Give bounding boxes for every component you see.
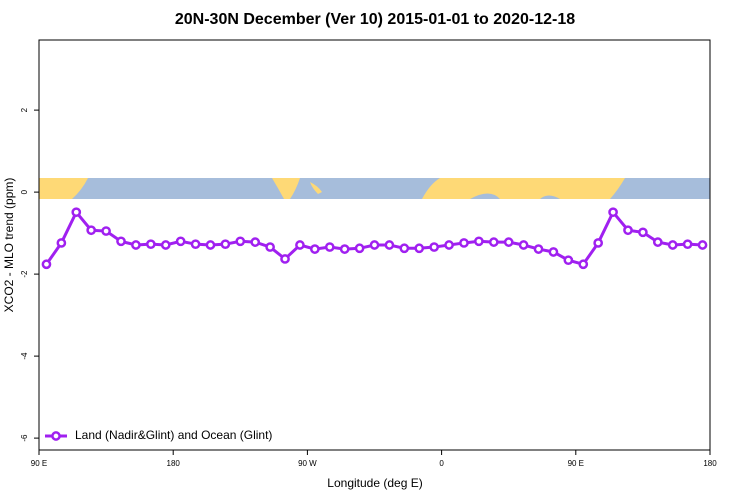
x-tick-label: 180	[167, 459, 181, 468]
plot-frame	[38, 39, 711, 451]
point	[86, 225, 97, 236]
legend-label: Land (Nadir&Glint) and Ocean (Glint)	[75, 428, 272, 442]
y-axis-label: XCO2 - MLO trend (ppm)	[2, 178, 16, 313]
point	[295, 240, 305, 250]
point	[652, 237, 663, 247]
map-strip	[39, 178, 710, 199]
point	[563, 255, 574, 266]
point	[280, 254, 290, 264]
point	[429, 242, 439, 252]
point	[414, 243, 425, 254]
point	[71, 207, 82, 218]
point	[399, 243, 410, 254]
point	[205, 240, 216, 250]
series-line	[45, 209, 703, 266]
point	[354, 243, 365, 254]
point	[369, 240, 380, 250]
chart-title: 20N-30N December (Ver 10) 2015-01-01 to …	[175, 11, 575, 28]
point	[459, 238, 469, 248]
point	[444, 240, 454, 250]
point	[682, 239, 693, 250]
point	[116, 236, 126, 247]
legend-marker	[51, 431, 61, 441]
y-tick-label: 0	[20, 189, 29, 194]
point	[384, 240, 395, 250]
point	[101, 226, 111, 236]
point	[324, 242, 335, 252]
x-tick-label: 90 E	[568, 459, 584, 468]
point	[474, 236, 484, 247]
point	[160, 240, 171, 250]
x-tick-label: 180	[703, 459, 717, 468]
x-tick-label: 90 E	[31, 459, 47, 468]
point	[250, 237, 261, 247]
point	[623, 225, 633, 236]
point	[56, 238, 67, 248]
point	[190, 239, 201, 250]
point	[41, 259, 52, 270]
point	[667, 240, 678, 250]
point	[131, 240, 141, 250]
point	[265, 242, 275, 252]
point	[638, 227, 648, 238]
point	[488, 237, 499, 247]
point	[175, 236, 186, 247]
point	[697, 240, 708, 250]
point	[518, 240, 529, 250]
point	[578, 259, 589, 270]
point	[533, 244, 544, 254]
point	[339, 244, 350, 254]
point	[548, 247, 559, 257]
point	[593, 238, 604, 248]
y-tick-label: -2	[20, 270, 29, 278]
y-tick-label: -6	[20, 434, 29, 442]
x-tick-label: 0	[439, 459, 444, 468]
point	[310, 244, 320, 254]
y-tick-label: 2	[20, 107, 29, 112]
y-tick-label: -4	[20, 352, 29, 360]
point	[503, 237, 514, 247]
point	[608, 207, 618, 218]
x-axis-label: Longitude (deg E)	[327, 476, 422, 490]
point	[145, 239, 156, 250]
x-tick-label: 90 W	[298, 459, 317, 468]
point	[235, 236, 246, 247]
point	[220, 239, 231, 250]
